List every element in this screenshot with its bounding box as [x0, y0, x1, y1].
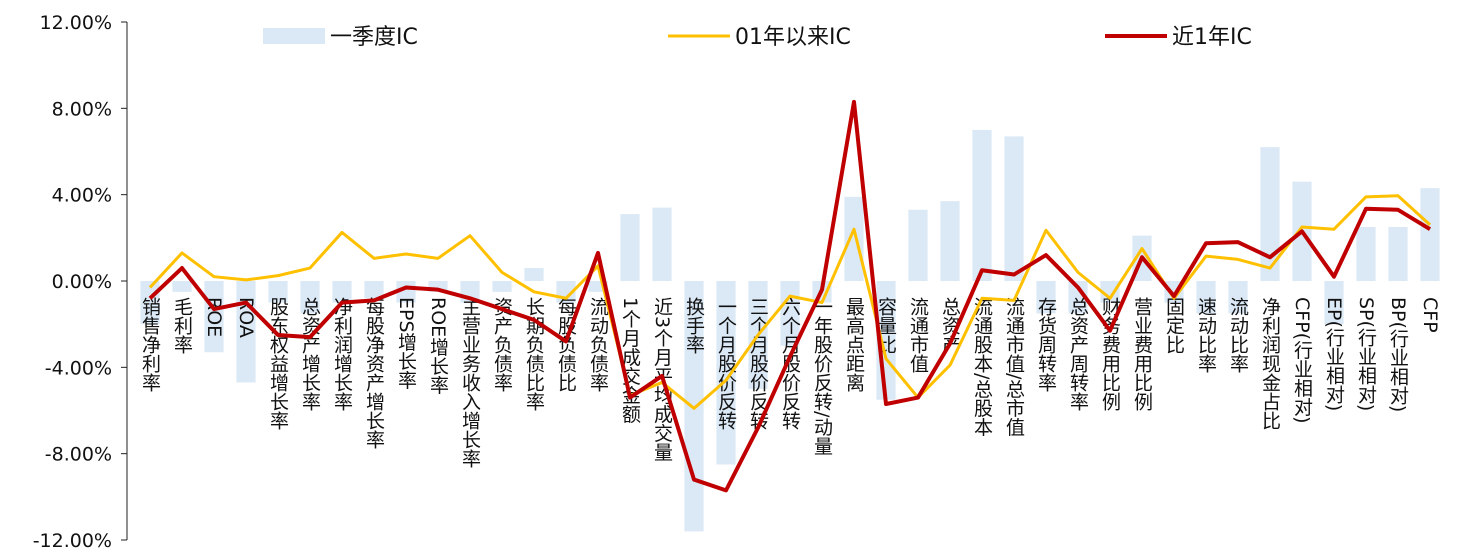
x-tick-label: ROE增长率: [427, 297, 449, 394]
x-tick-label: 流通市值: [907, 297, 929, 373]
legend-label: 近1年IC: [1172, 25, 1252, 50]
x-tick-label: 总资产: [939, 297, 961, 354]
x-tick-label: 六个月股价反转: [779, 297, 801, 430]
x-tick-label: 营业费用比例: [1131, 297, 1153, 411]
y-tick-label: 12.00%: [40, 12, 112, 34]
x-tick-label: 每股负债比: [555, 297, 577, 392]
bar: [332, 281, 352, 303]
legend-label: 一季度IC: [330, 25, 418, 50]
bar: [364, 281, 384, 299]
x-tick-label: 长期负债比率: [523, 297, 545, 411]
x-tick-label: 销售净利率: [139, 297, 161, 392]
y-tick-label: -4.00%: [45, 357, 112, 379]
bar: [1260, 147, 1280, 281]
y-tick-label: 0.00%: [52, 271, 112, 293]
x-tick-label: 总资产增长率: [299, 297, 321, 411]
x-tick-label: 每股净资产增长率: [363, 297, 385, 449]
bar: [1356, 227, 1376, 281]
x-tick-label: 换手率: [683, 297, 705, 354]
bar: [268, 281, 288, 303]
bar: [1228, 281, 1248, 314]
x-tick-label: CFP: [1419, 297, 1441, 333]
bar: [716, 281, 736, 465]
x-tick-label: 一年股价反转/动量: [811, 297, 833, 455]
bar: [620, 214, 640, 281]
legend-label: 01年以来IC: [735, 25, 851, 50]
y-tick-label: -8.00%: [45, 444, 112, 466]
bar: [492, 281, 512, 292]
x-tick-label: 主营业务收入增长率: [459, 297, 481, 468]
x-tick-label: 最高点距离: [843, 297, 865, 393]
x-tick-label: 流通市值/总市值: [1003, 297, 1025, 437]
bar: [172, 281, 192, 292]
x-tick-label: EPS增长率: [395, 297, 417, 390]
x-tick-label: 流通股本/总股本: [971, 297, 993, 437]
bar: [1196, 281, 1216, 314]
y-tick-label: 8.00%: [52, 98, 112, 120]
x-tick-label: 一个月股价反转: [715, 297, 737, 430]
bar: [652, 207, 672, 281]
x-tick-label: 流动负债率: [587, 297, 609, 392]
bar: [1388, 227, 1408, 281]
x-tick-label: 存货周转率: [1035, 297, 1057, 392]
x-tick-label: SP(行业相对): [1355, 297, 1377, 411]
x-tick-label: 速动比率: [1195, 297, 1217, 373]
bar: [204, 281, 224, 353]
legend-swatch: [263, 28, 325, 44]
x-tick-label: 股东权益增长率: [267, 297, 289, 430]
x-tick-label: 毛利率: [171, 297, 193, 354]
y-tick-label: 4.00%: [52, 185, 112, 207]
bar: [1100, 281, 1120, 303]
bar: [588, 281, 608, 292]
x-tick-label: BP(行业相对): [1387, 297, 1409, 412]
line: [148, 194, 1432, 410]
x-tick-label: EP(行业相对): [1323, 297, 1345, 411]
x-tick-label: 流动比率: [1227, 297, 1249, 373]
bar: [524, 268, 544, 281]
bar: [300, 281, 320, 314]
x-tick-label: 固定比: [1163, 297, 1185, 354]
bar: [844, 196, 864, 281]
bar: [1036, 281, 1056, 314]
bar: [1324, 281, 1344, 325]
x-tick-label: ROE: [203, 297, 225, 337]
bar: [1068, 281, 1088, 314]
x-tick-label: 资产负债率: [491, 297, 513, 392]
bar: [940, 201, 960, 281]
x-tick-label: 总资产周转率: [1067, 297, 1089, 411]
x-tick-label: 净利润现金占比: [1259, 297, 1281, 430]
bar: [1420, 188, 1440, 281]
bar: [428, 281, 448, 292]
x-tick-label: CFP(行业相对): [1291, 297, 1313, 423]
bar: [908, 209, 928, 281]
y-tick-label: -12.00%: [33, 530, 112, 552]
bar: [972, 129, 992, 281]
x-tick-label: 净利润增长率: [331, 297, 353, 411]
bar: [1004, 136, 1024, 281]
line: [148, 99, 1432, 493]
